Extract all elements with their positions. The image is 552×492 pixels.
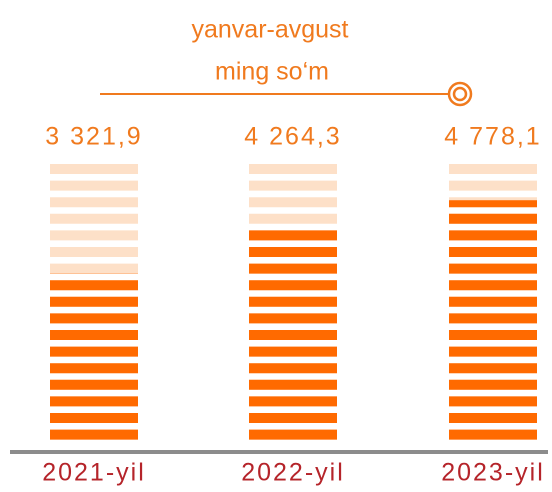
bar-group <box>50 164 138 440</box>
x-tick-label: 2022-yil <box>241 459 345 487</box>
bar-group <box>249 164 337 440</box>
x-tick-label: 2023-yil <box>441 459 545 487</box>
decor-circle-inner <box>452 86 468 102</box>
value-label: 4 264,3 <box>244 123 341 151</box>
decor-circle <box>447 81 473 107</box>
bar <box>50 273 138 440</box>
bar <box>449 200 537 440</box>
bar <box>249 226 337 440</box>
chart-subtitle: ming so‘m <box>215 58 329 86</box>
value-label: 4 778,1 <box>444 123 541 151</box>
chart-title: yanvar-avgust <box>191 16 348 44</box>
value-label: 3 321,9 <box>45 123 142 151</box>
bar-group <box>449 164 537 440</box>
x-tick-label: 2021-yil <box>42 459 146 487</box>
